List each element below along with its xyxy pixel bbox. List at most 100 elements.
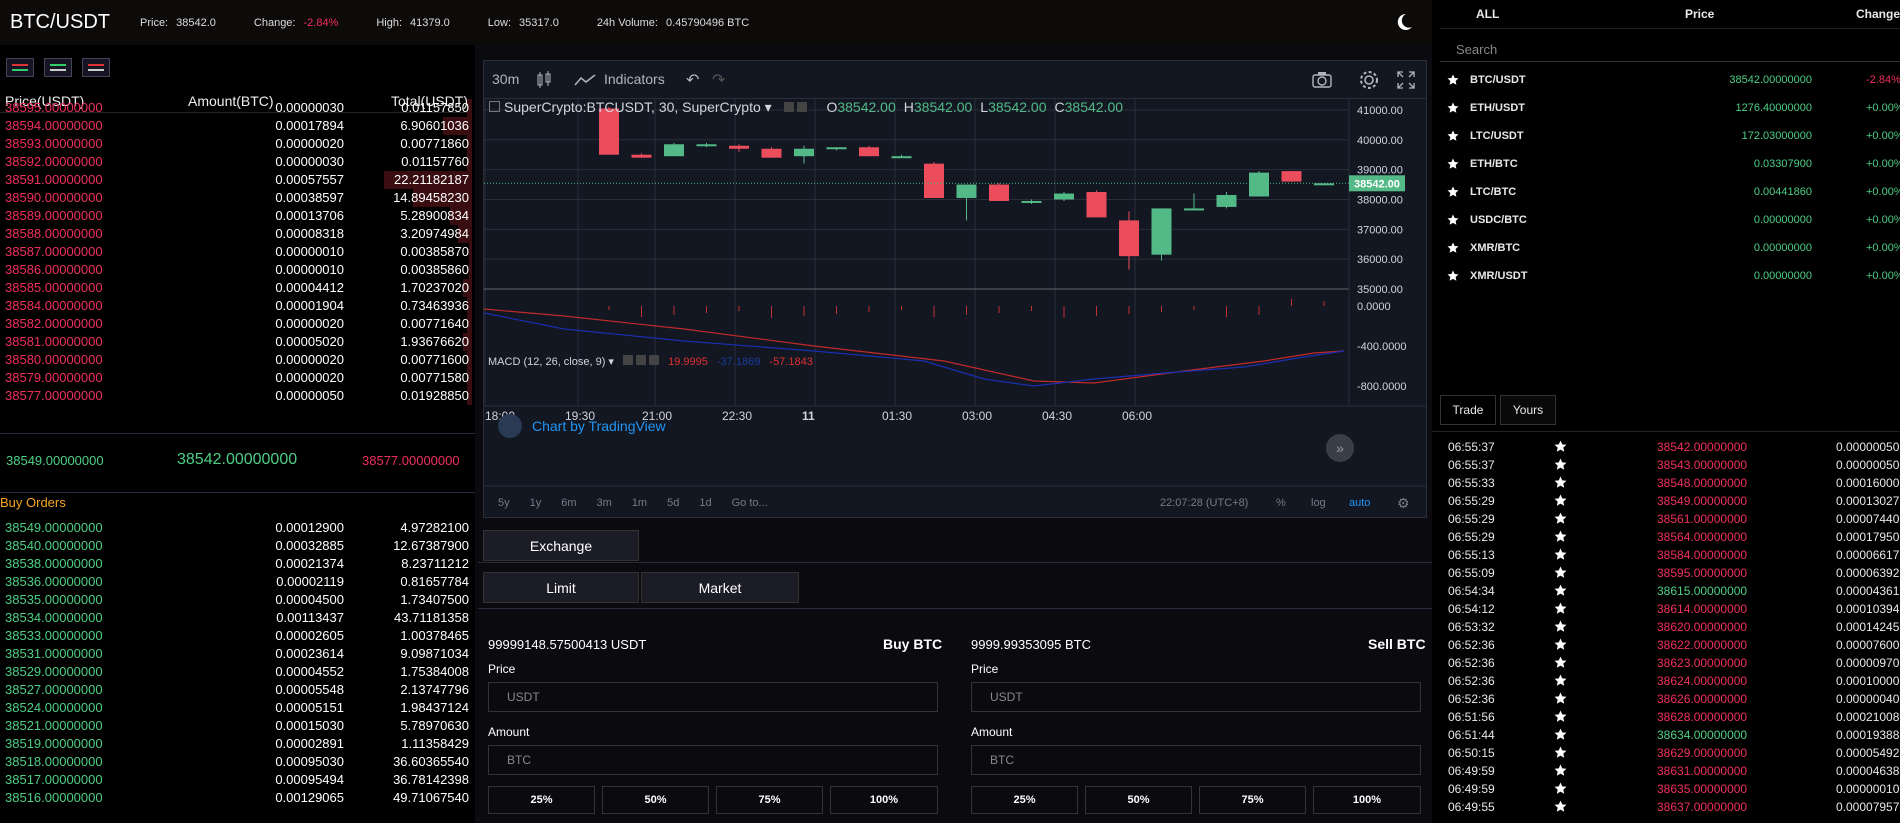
bid-row[interactable]: 38538.00000000 0.00021374 8.23711212 xyxy=(0,555,472,573)
ask-row[interactable]: 38580.00000000 0.00000020 0.00771600 xyxy=(0,351,472,369)
ask-row[interactable]: 38584.00000000 0.00001904 0.73463936 xyxy=(0,297,472,315)
bid-row[interactable]: 38519.00000000 0.00002891 1.11358429 xyxy=(0,735,472,753)
buy-25-button[interactable]: 25% xyxy=(488,786,595,814)
interval-button[interactable]: 30m xyxy=(492,71,520,87)
range-button[interactable]: 6m xyxy=(561,497,577,509)
market-row[interactable]: USDC/BTC 0.00000000 +0.00% xyxy=(1432,206,1900,234)
theme-toggle-icon[interactable] xyxy=(1394,12,1414,32)
bid-row[interactable]: 38518.00000000 0.00095030 36.60365540 xyxy=(0,753,472,771)
market-row[interactable]: BTC/USDT 38542.00000000 -2.84% xyxy=(1432,66,1900,94)
trade-star-icon[interactable] xyxy=(1554,746,1567,759)
buy-amount-input[interactable]: BTC xyxy=(488,745,938,775)
trade-star-icon[interactable] xyxy=(1554,584,1567,597)
trade-star-icon[interactable] xyxy=(1554,800,1567,813)
ask-row[interactable]: 38594.00000000 0.00017894 6.90601036 xyxy=(0,117,472,135)
ask-row[interactable]: 38587.00000000 0.00000010 0.00385870 xyxy=(0,243,472,261)
bid-row[interactable]: 38533.00000000 0.00002605 1.00378465 xyxy=(0,627,472,645)
range-button[interactable]: 1d xyxy=(699,497,712,509)
ask-row[interactable]: 38582.00000000 0.00000020 0.00771640 xyxy=(0,315,472,333)
range-button[interactable]: Go to... xyxy=(731,497,768,509)
buy-50-button[interactable]: 50% xyxy=(602,786,709,814)
trade-star-icon[interactable] xyxy=(1554,602,1567,615)
buy-75-button[interactable]: 75% xyxy=(716,786,823,814)
market-row[interactable]: ETH/BTC 0.03307900 +0.00% xyxy=(1432,150,1900,178)
trade-star-icon[interactable] xyxy=(1554,620,1567,633)
market-row[interactable]: ETH/USDT 1276.40000000 +0.00% xyxy=(1432,94,1900,122)
favorite-star-icon[interactable] xyxy=(1447,270,1459,282)
legend-collapse-icon[interactable] xyxy=(489,101,500,112)
auto-toggle[interactable]: auto xyxy=(1349,497,1371,509)
tab-exchange[interactable]: Exchange xyxy=(483,530,639,561)
bid-row[interactable]: 38534.00000000 0.00113437 43.71181358 xyxy=(0,609,472,627)
bid-row[interactable]: 38524.00000000 0.00005151 1.98437124 xyxy=(0,699,472,717)
market-filter-all[interactable]: ALL xyxy=(1476,7,1500,21)
favorite-star-icon[interactable] xyxy=(1447,242,1459,254)
sell-50-button[interactable]: 50% xyxy=(1085,786,1192,814)
chart-canvas[interactable]: 41000.00 40000.00 39000.00 38000.00 37000.00… xyxy=(484,61,1426,517)
ask-row[interactable]: 38577.00000000 0.00000050 0.01928850 xyxy=(0,387,472,405)
sell-25-button[interactable]: 25% xyxy=(971,786,1078,814)
trade-star-icon[interactable] xyxy=(1554,494,1567,507)
candles-icon[interactable] xyxy=(534,70,554,90)
buy-100-button[interactable]: 100% xyxy=(830,786,938,814)
bid-row[interactable]: 38516.00000000 0.00129065 49.71067540 xyxy=(0,789,472,807)
trade-star-icon[interactable] xyxy=(1554,440,1567,453)
market-row[interactable]: LTC/USDT 172.03000000 +0.00% xyxy=(1432,122,1900,150)
indicators-button[interactable]: Indicators xyxy=(604,71,665,87)
sell-price-input[interactable]: USDT xyxy=(971,682,1421,712)
sell-75-button[interactable]: 75% xyxy=(1199,786,1306,814)
trade-star-icon[interactable] xyxy=(1554,728,1567,741)
favorite-star-icon[interactable] xyxy=(1447,130,1459,142)
trade-star-icon[interactable] xyxy=(1554,674,1567,687)
log-toggle[interactable]: log xyxy=(1311,497,1326,509)
trade-star-icon[interactable] xyxy=(1554,656,1567,669)
ask-row[interactable]: 38589.00000000 0.00013706 5.28900834 xyxy=(0,207,472,225)
ask-row[interactable]: 38579.00000000 0.00000020 0.00771580 xyxy=(0,369,472,387)
bid-row[interactable]: 38536.00000000 0.00002119 0.81657784 xyxy=(0,573,472,591)
bid-row[interactable]: 38527.00000000 0.00005548 2.13747796 xyxy=(0,681,472,699)
scroll-right-icon[interactable]: » xyxy=(1326,434,1354,462)
ask-row[interactable]: 38591.00000000 0.00057557 22.21182187 xyxy=(0,171,472,189)
favorite-star-icon[interactable] xyxy=(1447,214,1459,226)
trade-star-icon[interactable] xyxy=(1554,530,1567,543)
view-bids-icon[interactable] xyxy=(44,58,72,77)
market-row[interactable]: LTC/BTC 0.00441860 +0.00% xyxy=(1432,178,1900,206)
ask-row[interactable]: 38590.00000000 0.00038597 14.89458230 xyxy=(0,189,472,207)
trade-star-icon[interactable] xyxy=(1554,638,1567,651)
redo-icon[interactable]: ↷ xyxy=(712,72,726,89)
view-both-icon[interactable] xyxy=(6,58,34,77)
bid-row[interactable]: 38517.00000000 0.00095494 36.78142398 xyxy=(0,771,472,789)
tab-yours[interactable]: Yours xyxy=(1500,395,1556,425)
range-button[interactable]: 5d xyxy=(667,497,680,509)
tab-limit[interactable]: Limit xyxy=(483,572,639,603)
trade-star-icon[interactable] xyxy=(1554,476,1567,489)
trade-star-icon[interactable] xyxy=(1554,458,1567,471)
favorite-star-icon[interactable] xyxy=(1447,186,1459,198)
trade-star-icon[interactable] xyxy=(1554,566,1567,579)
trade-star-icon[interactable] xyxy=(1554,548,1567,561)
undo-icon[interactable]: ↶ xyxy=(686,72,700,89)
tab-market[interactable]: Market xyxy=(641,572,799,603)
percent-toggle[interactable]: % xyxy=(1276,497,1286,509)
ask-row[interactable]: 38586.00000000 0.00000010 0.00385860 xyxy=(0,261,472,279)
camera-icon[interactable] xyxy=(1311,70,1333,90)
ask-row[interactable]: 38588.00000000 0.00008318 3.20974984 xyxy=(0,225,472,243)
bid-row[interactable]: 38531.00000000 0.00023614 9.09871034 xyxy=(0,645,472,663)
market-row[interactable]: XMR/BTC 0.00000000 +0.00% xyxy=(1432,234,1900,262)
trade-star-icon[interactable] xyxy=(1554,512,1567,525)
bid-row[interactable]: 38549.00000000 0.00012900 4.97282100 xyxy=(0,519,472,537)
bid-row[interactable]: 38521.00000000 0.00015030 5.78970630 xyxy=(0,717,472,735)
favorite-star-icon[interactable] xyxy=(1447,74,1459,86)
ask-row[interactable]: 38592.00000000 0.00000030 0.01157760 xyxy=(0,153,472,171)
market-search-input[interactable]: Search xyxy=(1440,40,1900,62)
ask-row[interactable]: 38595.00000000 0.00000030 0.01157850 xyxy=(0,99,472,117)
bid-row[interactable]: 38535.00000000 0.00004500 1.73407500 xyxy=(0,591,472,609)
fullscreen-icon[interactable] xyxy=(1397,71,1415,89)
range-button[interactable]: 1y xyxy=(529,497,542,509)
sell-amount-input[interactable]: BTC xyxy=(971,745,1421,775)
range-button[interactable]: 1m xyxy=(631,497,648,509)
tab-trade[interactable]: Trade xyxy=(1440,395,1496,425)
buy-price-input[interactable]: USDT xyxy=(488,682,938,712)
sell-100-button[interactable]: 100% xyxy=(1313,786,1421,814)
trade-star-icon[interactable] xyxy=(1554,710,1567,723)
